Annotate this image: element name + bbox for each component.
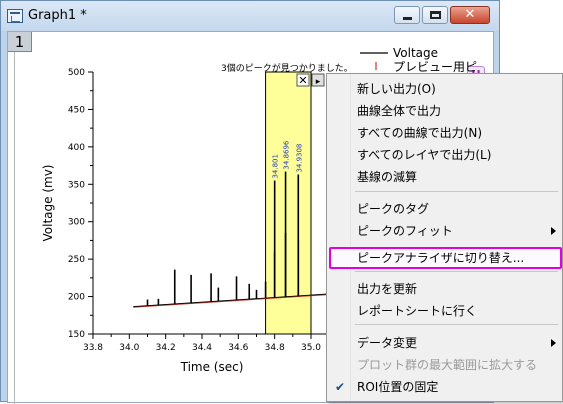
- title-bar[interactable]: Graph1 * ✕: [1, 1, 499, 31]
- submenu-arrow-icon: [551, 339, 556, 347]
- window-title: Graph1 *: [28, 8, 87, 23]
- x-axis-title: Time (sec): [180, 360, 244, 374]
- submenu-arrow-icon: [551, 227, 556, 235]
- menu-item-label: すべての曲線で出力(N): [357, 126, 483, 140]
- peak-label: 34.8696: [283, 140, 291, 169]
- menu-item-label: ROI位置の固定: [357, 380, 439, 394]
- minimize-icon: [403, 17, 412, 20]
- legend-marker-label: プレビュー用ピ: [393, 60, 477, 74]
- x-tick-label: 35.0: [301, 343, 321, 353]
- menu-item[interactable]: ピークのタグ: [329, 198, 562, 220]
- x-tick-label: 34.4: [192, 343, 212, 353]
- menu-item[interactable]: ✔ ROI位置の固定: [329, 376, 562, 398]
- minimize-button[interactable]: [394, 6, 420, 24]
- menu-item[interactable]: 曲線全体で出力: [329, 100, 562, 122]
- y-tick-label: 300: [68, 218, 85, 228]
- menu-item[interactable]: ピークアナライザに切り替え...: [329, 247, 562, 269]
- menu-item-label: ピークのタグ: [357, 202, 430, 216]
- menu-item-label: 基線の減算: [357, 170, 418, 184]
- menu-separator: [355, 191, 558, 192]
- y-tick-label: 250: [68, 255, 85, 265]
- baseline-line: [133, 293, 331, 308]
- menu-icon-strip: [327, 74, 351, 401]
- graph-window-icon[interactable]: [7, 9, 23, 23]
- menu-item[interactable]: 基線の減算: [329, 166, 562, 188]
- menu-item-label: レポートシートに行く: [357, 304, 478, 318]
- y-tick-label: 150: [68, 330, 85, 340]
- menu-item-label: ピークのフィット: [357, 224, 453, 238]
- menu-item-label: プロット群の最大範囲に拡大する: [357, 358, 538, 372]
- y-tick-label: 450: [68, 105, 85, 115]
- roi-region[interactable]: [265, 71, 312, 335]
- graph-page: [14, 52, 490, 404]
- voltage-trace: [133, 293, 331, 307]
- close-button[interactable]: ✕: [450, 6, 490, 24]
- peaks-found-status: 3個のピークが見つかりました。: [221, 62, 353, 74]
- maximize-icon: [430, 11, 441, 19]
- x-tick-label: 34.2: [156, 343, 176, 353]
- x-tick-label: 34.6: [228, 343, 248, 353]
- peak-label: 34.9308: [295, 144, 303, 173]
- menu-separator: [355, 271, 558, 272]
- checkmark-icon: ✔: [335, 380, 346, 394]
- menu-item[interactable]: プロット群の最大範囲に拡大する: [329, 354, 562, 376]
- roi-menu-button[interactable]: ▸: [311, 73, 325, 87]
- menu-item-label: 曲線全体で出力: [357, 104, 442, 118]
- close-icon: ✕: [464, 7, 476, 22]
- roi-menu-box[interactable]: [311, 73, 325, 87]
- menu-item[interactable]: ピークのフィット: [329, 220, 562, 242]
- menu-separator: [355, 324, 558, 325]
- roi-close-button[interactable]: ✕: [296, 73, 310, 87]
- roi-menu-icon: ▸: [316, 77, 321, 87]
- menu-item[interactable]: すべての曲線で出力(N): [329, 122, 562, 144]
- menu-item-label: すべてのレイヤで出力(L): [357, 148, 492, 162]
- menu-item-label: データ変更: [357, 336, 418, 350]
- peak-label: 34.801: [272, 154, 280, 179]
- menu-item[interactable]: すべてのレイヤで出力(L): [329, 144, 562, 166]
- maximize-button[interactable]: [422, 6, 448, 24]
- menu-item[interactable]: データ変更: [329, 332, 562, 354]
- menu-item[interactable]: 出力を更新: [329, 278, 562, 300]
- roi-close-box[interactable]: [296, 73, 310, 87]
- menu-item-label: 出力を更新: [357, 282, 418, 296]
- roi-close-icon: ✕: [298, 74, 307, 87]
- x-tick-label: 33.8: [83, 343, 103, 353]
- legend-line-label: Voltage: [393, 46, 438, 60]
- y-axis-title: Voltage (mv): [41, 165, 55, 242]
- x-tick-label: 34.8: [265, 343, 285, 353]
- menu-item[interactable]: レポートシートに行く: [329, 300, 562, 322]
- context-menu: 新しい出力(O) 曲線全体で出力すべての曲線で出力(N) すべてのレイヤで出力(L)…: [326, 73, 563, 402]
- menu-item-label: ピークアナライザに切り替え...: [357, 251, 525, 265]
- y-tick-label: 200: [68, 293, 85, 303]
- menu-item[interactable]: 新しい出力(O): [329, 78, 562, 100]
- y-tick-label: 500: [68, 68, 85, 78]
- y-tick-label: 400: [68, 143, 85, 153]
- menu-item-label: 新しい出力(O): [357, 82, 436, 96]
- x-tick-label: 34.0: [119, 343, 139, 353]
- y-tick-label: 350: [68, 180, 85, 190]
- layer-index-badge[interactable]: 1: [8, 32, 32, 52]
